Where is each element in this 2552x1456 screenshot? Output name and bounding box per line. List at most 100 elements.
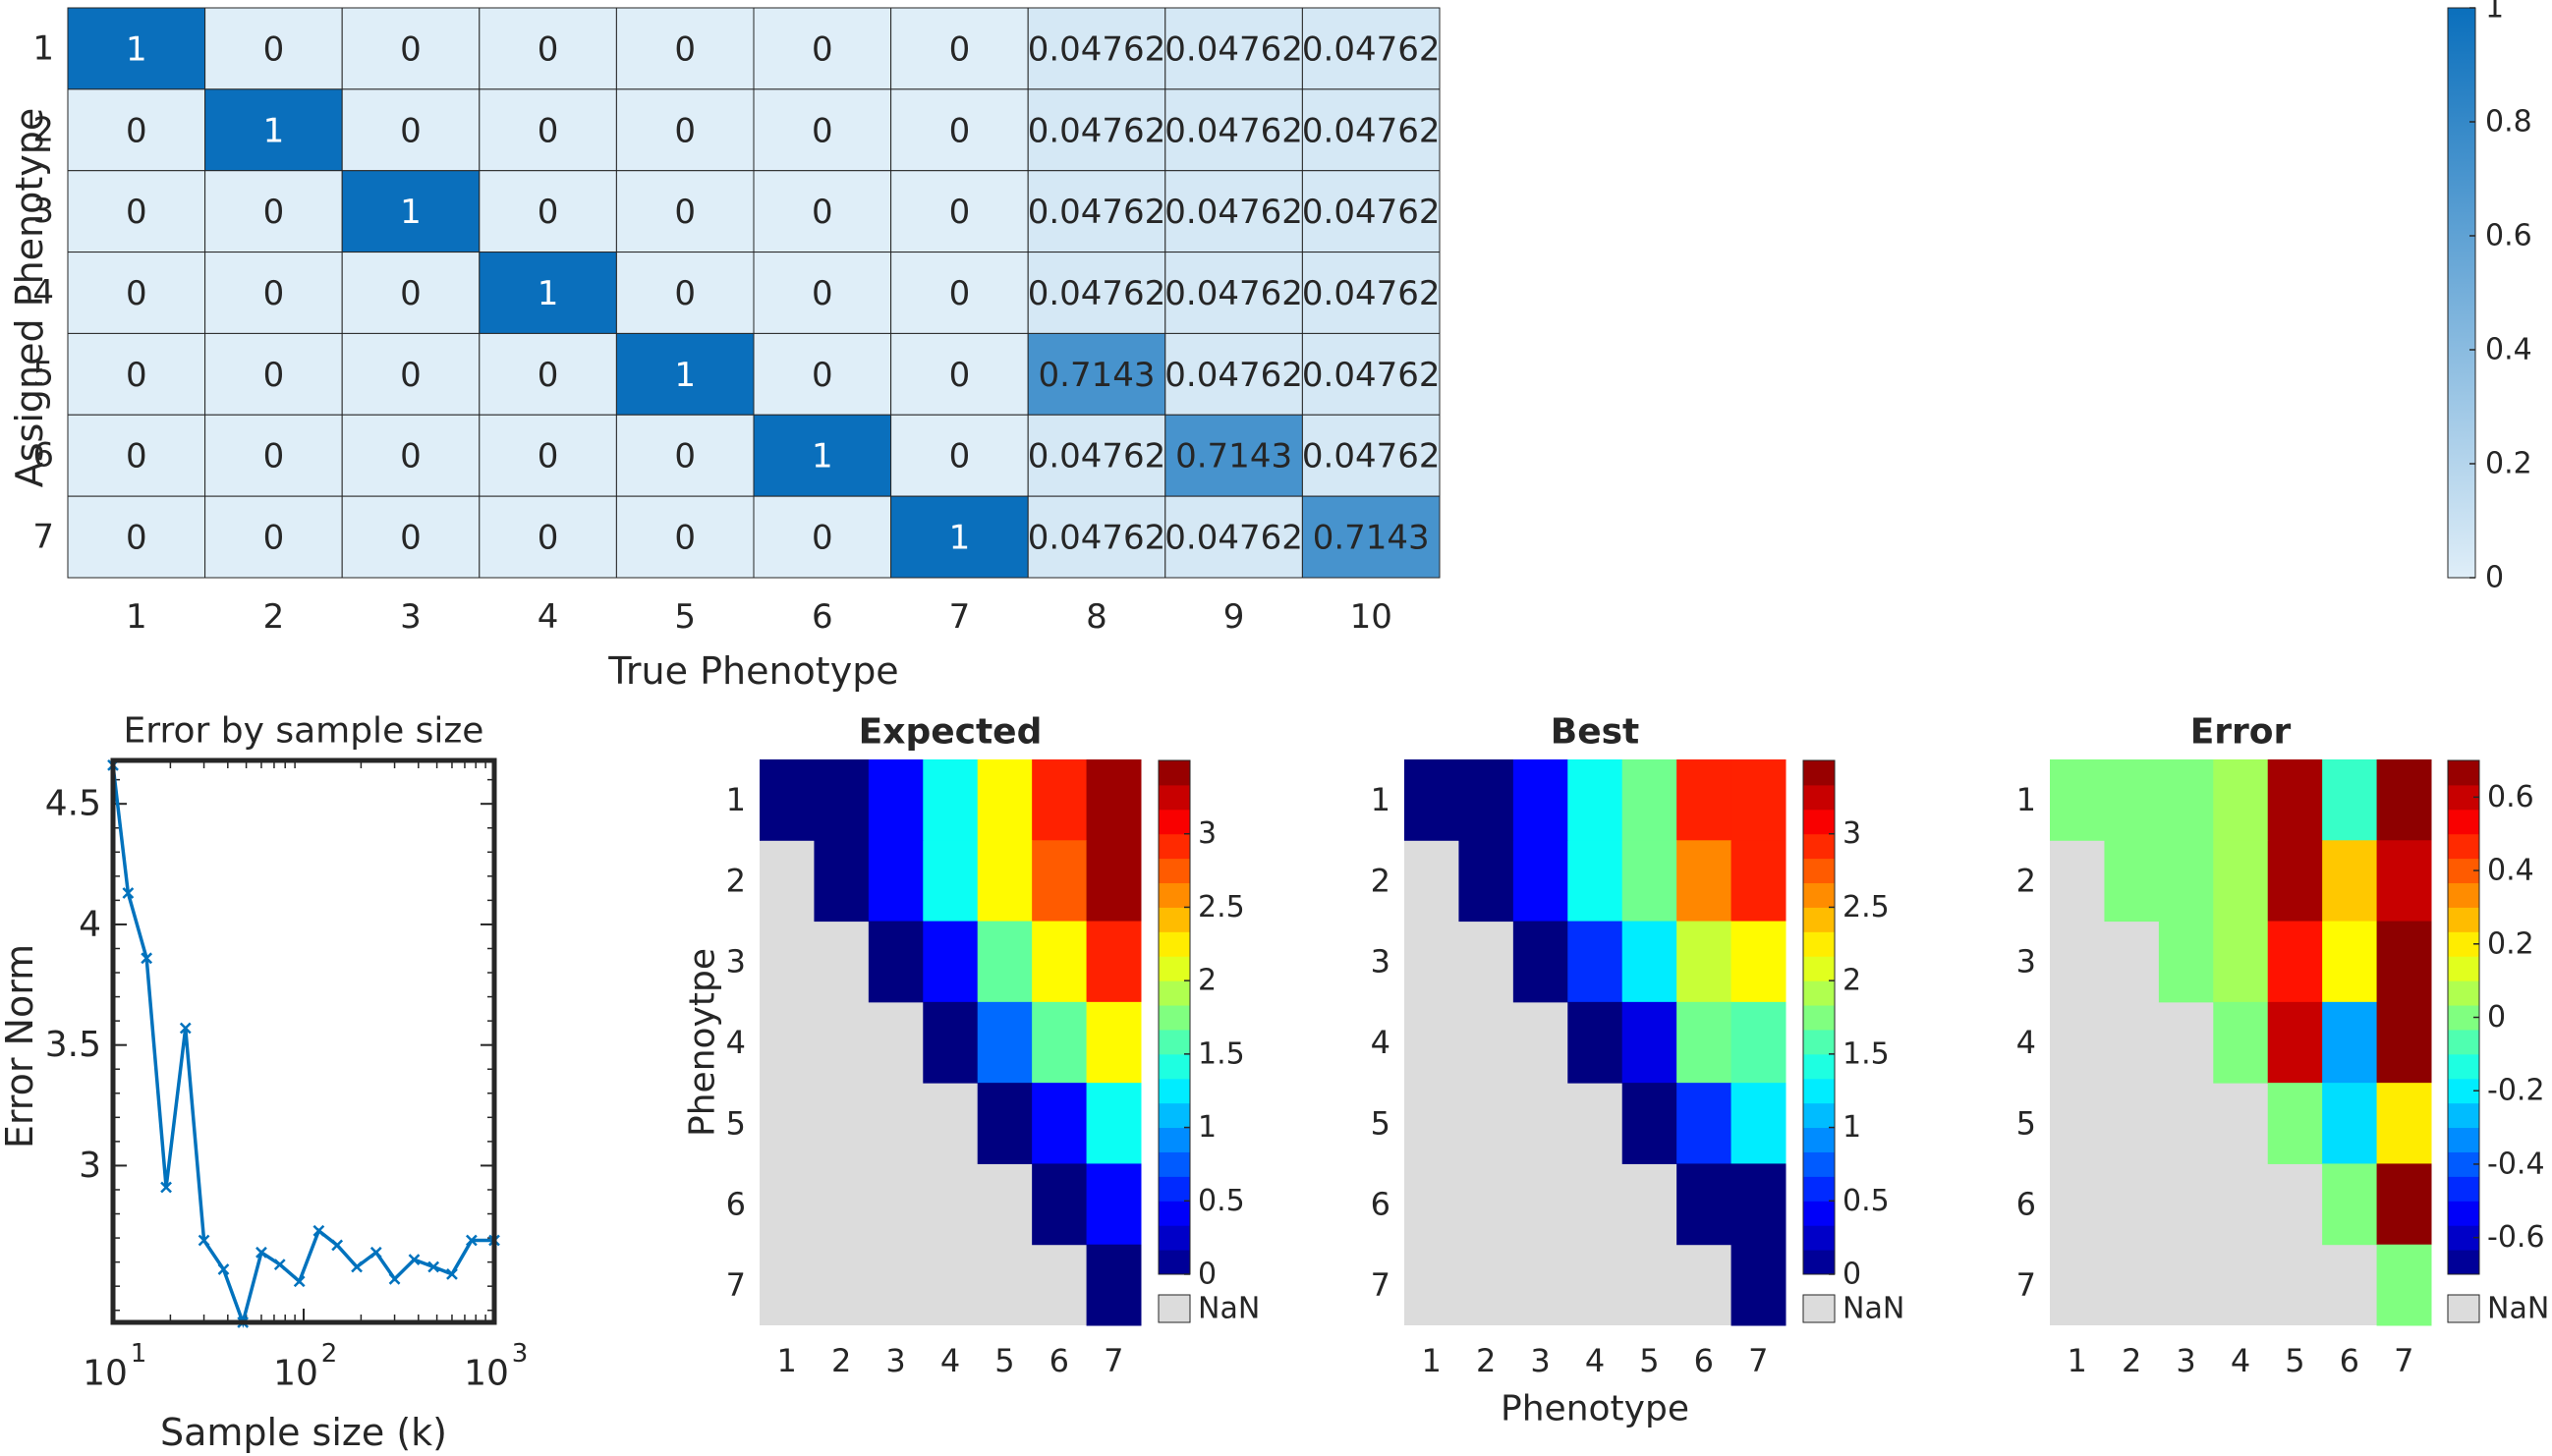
best-colorbar-step	[1803, 1225, 1835, 1251]
confusion-cell-label: 0.7143	[1039, 356, 1156, 395]
best-cell	[1621, 1001, 1677, 1084]
confusion-cell-label: 0	[812, 356, 833, 395]
line-point-mark	[122, 887, 135, 899]
confusion-cell-label: 0	[949, 356, 971, 395]
error-cell	[2213, 921, 2269, 1003]
line-point	[273, 1259, 286, 1270]
best-colorbar-tick: 2.5	[1843, 890, 1890, 924]
best-y-tick: 2	[1371, 862, 1390, 899]
line-x-tick-exp: 1	[131, 1339, 147, 1369]
confusion-cell	[479, 495, 617, 579]
confusion-cell-label: 0	[126, 274, 147, 313]
confusion-x-label: True Phenotype	[607, 649, 898, 693]
confusion-x-tick: 6	[812, 597, 833, 637]
confusion-x-tick: 9	[1223, 597, 1245, 637]
confusion-cell-label: 0	[538, 111, 559, 150]
expected-colorbar-tick: 3	[1198, 816, 1217, 851]
confusion-cell-label: 0.04762	[1028, 193, 1166, 232]
confusion-cell-label: 0.04762	[1164, 193, 1303, 232]
line-point	[293, 1275, 306, 1288]
confusion-cell-label: 0	[538, 519, 559, 558]
confusion-cell-label: 0	[400, 356, 422, 395]
best-colorbar-step	[1803, 1250, 1835, 1275]
error-cell	[2322, 1083, 2378, 1164]
error-x-tick: 2	[2122, 1342, 2141, 1379]
expected-colorbar-step	[1159, 980, 1190, 1006]
confusion-cell-label: 1	[126, 29, 147, 69]
confusion-cell-label: 0.04762	[1302, 274, 1441, 313]
confusion-cell-label: 0	[400, 29, 422, 69]
confusion-cell	[1301, 332, 1441, 416]
expected-colorbar-step	[1159, 760, 1190, 786]
confusion-cell-label: 0	[812, 519, 833, 558]
error-y-tick: 7	[2016, 1266, 2036, 1304]
confusion-cell	[341, 332, 481, 416]
best-colorbar-step	[1803, 1176, 1835, 1202]
line-point-mark	[255, 1246, 267, 1259]
confusion-cell	[1301, 495, 1441, 579]
confusion-y-tick: 6	[32, 436, 54, 476]
expected-y-tick: 4	[726, 1024, 746, 1061]
confusion-cell	[1301, 88, 1441, 172]
confusion-cell-label: 0	[126, 519, 147, 558]
line-point	[160, 1181, 172, 1194]
best-x-tick: 2	[1476, 1342, 1496, 1379]
confusion-cell-label: 0	[812, 274, 833, 313]
error-colorbar-step	[2448, 1029, 2479, 1055]
confusion-cell	[1301, 7, 1441, 90]
error-cell	[2267, 840, 2323, 923]
line-y-tick: 3.5	[45, 1025, 101, 1065]
error-x-tick: 6	[2340, 1342, 2359, 1379]
confusion-x-tick: 4	[538, 597, 559, 637]
expected-cell	[923, 759, 979, 841]
error-colorbar-tick: 0	[2487, 1000, 2506, 1035]
line-point-mark	[369, 1246, 382, 1259]
expected-cell	[1032, 1001, 1088, 1084]
confusion-cell-label: 1	[949, 519, 971, 558]
best-cell	[1730, 759, 1786, 841]
best-cell	[1676, 840, 1732, 923]
error-cell	[2322, 921, 2378, 1003]
confusion-x-tick: 10	[1350, 597, 1392, 637]
best-nan-swatch	[1802, 1294, 1836, 1323]
best-cell	[1676, 1083, 1732, 1164]
confusion-cell	[479, 7, 617, 90]
best-y-tick: 1	[1371, 781, 1390, 818]
error-nan-label: NaN	[2487, 1292, 2549, 1326]
confusion-y-tick: 4	[32, 273, 54, 312]
confusion-cell	[341, 88, 481, 172]
line-point	[427, 1260, 440, 1273]
error-x-tick: 7	[2394, 1342, 2413, 1379]
confusion-colorbar-tick: 0.6	[2485, 219, 2532, 253]
expected-x-tick: 5	[994, 1342, 1014, 1379]
expected-y-tick: 2	[726, 862, 746, 899]
best-colorbar-step	[1803, 1005, 1835, 1031]
expected-cell	[1086, 921, 1142, 1003]
confusion-cell-label: 0	[400, 111, 422, 150]
confusion-x-tick: 1	[126, 597, 147, 637]
confusion-cell	[1164, 414, 1303, 497]
expected-title: Expected	[859, 712, 1043, 753]
line-point-mark	[160, 1181, 172, 1194]
confusion-cell	[1164, 88, 1303, 172]
line-point-mark	[408, 1254, 421, 1266]
confusion-colorbar-tick: 0.8	[2485, 105, 2532, 140]
error-cell	[2213, 1001, 2269, 1084]
best-y-tick: 5	[1371, 1104, 1390, 1142]
line-point	[408, 1254, 421, 1266]
best-colorbar-step	[1803, 833, 1835, 860]
line-point-mark	[465, 1234, 478, 1247]
best-cell	[1621, 921, 1677, 1003]
confusion-colorbar	[2447, 7, 2476, 579]
confusion-cell-label: 0	[538, 29, 559, 69]
expected-cell	[977, 1083, 1033, 1164]
error-colorbar-step	[2448, 1127, 2479, 1152]
expected-x-tick: 6	[1049, 1342, 1069, 1379]
line-point-mark	[388, 1272, 401, 1285]
confusion-cell	[890, 170, 1029, 253]
line-point	[312, 1224, 325, 1237]
confusion-cell-label: 0.04762	[1028, 519, 1166, 558]
confusion-cell	[204, 495, 343, 579]
expected-colorbar-tick: 2	[1198, 964, 1217, 998]
confusion-cell	[67, 495, 206, 579]
